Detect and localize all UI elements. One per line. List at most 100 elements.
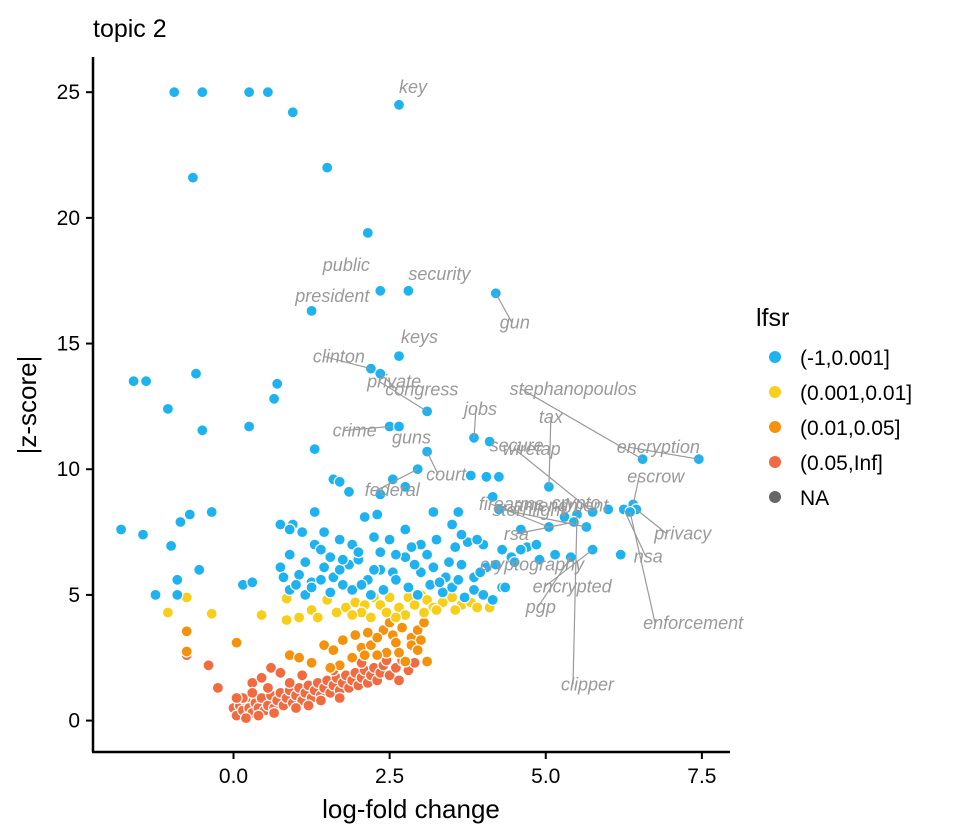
data-point	[464, 469, 477, 482]
chart-title: topic 2	[93, 15, 167, 43]
y-tick-label: 20	[57, 207, 80, 230]
data-point	[474, 566, 487, 579]
data-point	[367, 563, 381, 576]
word-label: crime	[333, 421, 377, 441]
label-leader-line	[514, 448, 593, 513]
data-point	[324, 661, 337, 674]
data-point	[499, 581, 512, 594]
word-label: cryptography	[480, 555, 585, 575]
data-point	[602, 503, 615, 516]
data-point	[246, 576, 259, 589]
legend-swatch	[769, 421, 781, 433]
data-point	[296, 525, 309, 539]
word-label: jobs	[461, 399, 497, 419]
word-label: wiretap	[503, 439, 561, 459]
label-leader-line	[537, 556, 572, 608]
data-point	[433, 576, 446, 589]
data-point	[186, 171, 199, 184]
data-point	[342, 485, 356, 498]
word-label: encryption	[617, 437, 700, 457]
data-point	[168, 86, 181, 99]
data-point	[399, 655, 412, 668]
data-point	[477, 588, 490, 602]
axis-ticks: 0.0 2.5 5.0 7.5 0 5 10 15 20 25	[57, 81, 717, 788]
data-point	[302, 699, 315, 712]
label-leader-line	[629, 511, 656, 624]
word-label: stephanopoulos	[510, 379, 637, 399]
y-tick-label: 0	[68, 710, 80, 733]
legend-swatch	[769, 491, 781, 503]
data-point	[336, 578, 349, 591]
legend-swatch	[769, 386, 781, 398]
label-leader-line	[426, 451, 439, 475]
data-point	[268, 392, 281, 405]
x-tick-label: 5.0	[531, 765, 560, 788]
data-point	[427, 505, 440, 519]
legend-title: lfsr	[756, 304, 789, 332]
data-point	[446, 518, 459, 531]
data-point	[205, 607, 218, 620]
word-label: crypto	[552, 493, 601, 513]
word-label: rsa	[504, 524, 529, 544]
data-point	[614, 548, 627, 561]
data-point	[289, 701, 303, 715]
data-point	[358, 649, 371, 662]
legend-swatch	[769, 456, 781, 468]
data-point	[330, 606, 343, 619]
label-leader-line	[548, 416, 552, 487]
legend: lfsr (-1,0.001] (0.001,0.01] (0.01,0.05] (0…	[756, 304, 912, 510]
label-leader-line	[495, 293, 513, 323]
data-point	[180, 645, 193, 658]
label-leader-line	[504, 509, 587, 528]
data-point	[392, 350, 406, 363]
word-label: public	[322, 255, 370, 275]
data-point	[283, 676, 296, 690]
data-point	[243, 420, 256, 433]
data-point	[352, 546, 365, 559]
label-leader-line	[521, 388, 643, 460]
data-point	[455, 528, 468, 541]
data-point	[211, 681, 224, 695]
data-point	[283, 548, 296, 561]
data-point	[255, 671, 268, 684]
data-point	[318, 561, 331, 574]
legend-label: (-1,0.001]	[800, 347, 890, 370]
data-point	[183, 508, 196, 521]
data-point	[417, 606, 431, 619]
data-point	[246, 686, 259, 700]
data-point	[314, 573, 327, 586]
data-point	[324, 551, 337, 564]
word-label: security	[408, 264, 471, 284]
data-point	[533, 553, 546, 566]
data-point	[196, 86, 209, 99]
data-point	[296, 669, 309, 682]
label-leader-line	[572, 514, 578, 685]
word-label: enforcement	[643, 613, 744, 633]
legend-label: NA	[800, 487, 829, 510]
data-point	[336, 633, 349, 647]
word-label: privacy	[653, 523, 712, 543]
data-point	[349, 628, 362, 642]
data-point	[508, 556, 521, 569]
data-point	[361, 226, 374, 239]
word-label: federal	[365, 480, 421, 500]
data-point	[140, 375, 153, 388]
data-point	[261, 681, 274, 695]
x-axis-title: log-fold change	[322, 794, 500, 824]
word-label: amendment	[513, 495, 609, 515]
word-label: key	[399, 77, 428, 97]
label-leader-line	[376, 468, 418, 491]
data-point	[277, 571, 290, 584]
data-point	[327, 644, 340, 657]
data-point	[405, 540, 418, 554]
data-point	[399, 480, 412, 493]
word-label: escrow	[627, 466, 685, 486]
data-point	[486, 593, 499, 607]
data-point	[127, 375, 140, 388]
data-point	[389, 548, 402, 561]
word-label: gun	[500, 312, 530, 332]
data-point	[411, 644, 424, 657]
data-point	[205, 505, 218, 519]
data-point	[392, 674, 406, 687]
label-leader-line	[490, 503, 550, 528]
